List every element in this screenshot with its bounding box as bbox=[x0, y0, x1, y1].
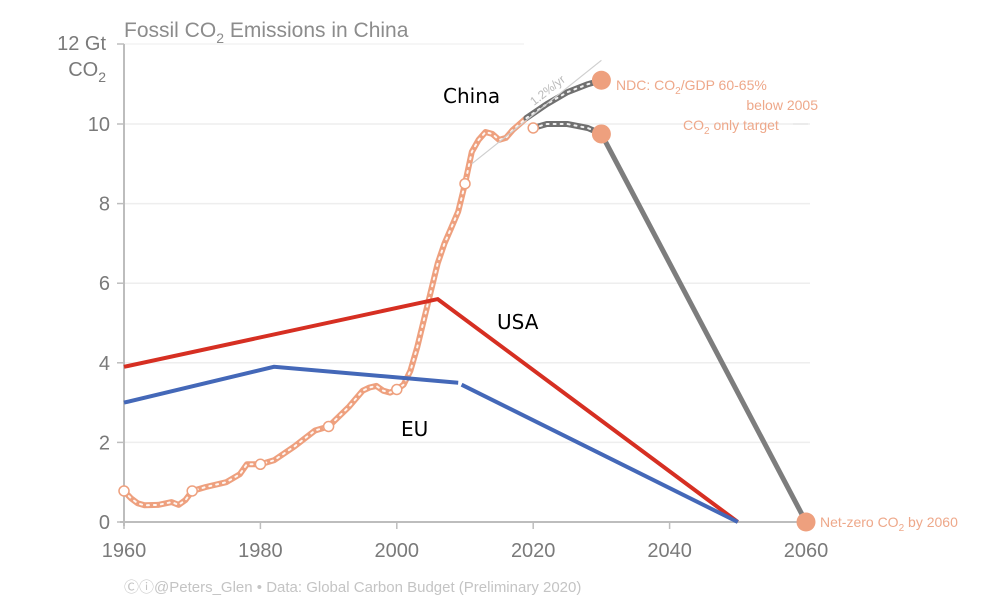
eu-series-label: EU bbox=[401, 417, 428, 441]
chart-title: Fossil CO2 Emissions in China bbox=[124, 19, 409, 46]
china-decade-marker bbox=[459, 177, 471, 190]
y-tick-label: 0 bbox=[99, 512, 110, 534]
co-only-target-point bbox=[591, 124, 611, 144]
x-tick-label: 1980 bbox=[238, 540, 283, 562]
grid-lines bbox=[117, 43, 810, 444]
co2-target-label: CO2 only target bbox=[683, 117, 779, 137]
ndc-label-line1: NDC: CO2/GDP 60-65% bbox=[616, 77, 767, 97]
china-series-label: China bbox=[443, 84, 500, 108]
series-lines bbox=[121, 59, 809, 524]
y-axis-unit-line2: CO2 bbox=[68, 59, 106, 85]
series-markers bbox=[118, 70, 816, 532]
ndc-label-line2: below 2005 bbox=[746, 97, 818, 113]
axis-ticks: 0 2 4 6 8 10 1960 1980 2000 2020 2040 2060 bbox=[88, 43, 829, 562]
y-tick-label: 6 bbox=[99, 273, 110, 295]
co-only-target-projection-line bbox=[530, 121, 605, 137]
y-axis-unit-line1: 12 Gt bbox=[57, 33, 106, 55]
eu-line-segment bbox=[460, 382, 739, 524]
y-tick-label: 8 bbox=[99, 194, 110, 216]
china-historical-line-dots bbox=[123, 117, 528, 507]
y-tick-label: 10 bbox=[88, 114, 110, 136]
china-decade-marker bbox=[322, 420, 335, 433]
x-tick-label: 1960 bbox=[102, 540, 147, 562]
x-tick-label: 2020 bbox=[511, 540, 556, 562]
x-tick-label: 2040 bbox=[647, 540, 692, 562]
net-zero-pathway-line bbox=[599, 132, 809, 524]
china-decade-marker bbox=[254, 458, 267, 471]
china-decade-marker bbox=[391, 383, 403, 396]
china-decade-marker bbox=[186, 485, 198, 497]
usa-line bbox=[123, 296, 739, 524]
net-zero-point bbox=[796, 512, 816, 532]
china-historical-line bbox=[121, 115, 530, 509]
x-tick-label: 2060 bbox=[784, 540, 829, 562]
1-2-yr-trend-line bbox=[471, 59, 602, 165]
net-zero-label: Net-zero CO2 by 2060 bbox=[820, 514, 958, 534]
usa-series-label: USA bbox=[497, 310, 539, 334]
x-tick-label: 2000 bbox=[375, 540, 420, 562]
china-decade-marker bbox=[527, 122, 539, 134]
y-tick-label: 4 bbox=[99, 353, 110, 375]
ndc-target-point bbox=[591, 70, 611, 90]
y-tick-label: 2 bbox=[99, 432, 110, 454]
chart-credit: Ⓒⓘ@Peters_Glen • Data: Global Carbon Bud… bbox=[124, 579, 581, 596]
co-only-target-projection-line-dots bbox=[532, 123, 603, 135]
eu-line-segment bbox=[123, 364, 459, 405]
axes bbox=[120, 44, 812, 526]
china-decade-marker bbox=[118, 485, 130, 497]
